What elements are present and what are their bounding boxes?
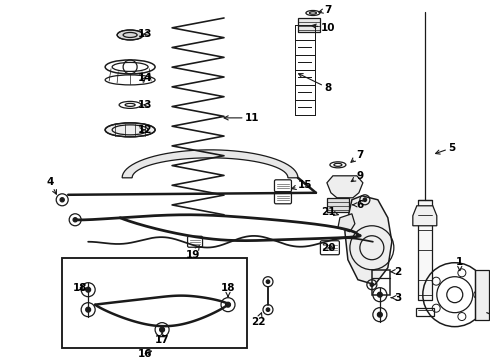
Text: 6: 6 <box>353 200 364 210</box>
Circle shape <box>370 283 373 287</box>
Bar <box>298 18 320 32</box>
Text: 16: 16 <box>138 348 152 359</box>
Text: 13: 13 <box>138 29 152 39</box>
Bar <box>327 198 349 212</box>
Text: 10: 10 <box>312 23 335 33</box>
Circle shape <box>86 307 91 312</box>
Circle shape <box>73 218 77 222</box>
Circle shape <box>160 327 165 332</box>
Polygon shape <box>413 206 437 226</box>
Bar <box>372 270 390 295</box>
Text: 15: 15 <box>292 180 312 190</box>
Bar <box>475 270 489 320</box>
Text: 2: 2 <box>391 267 401 277</box>
Polygon shape <box>122 150 298 178</box>
Ellipse shape <box>105 123 155 137</box>
Text: 22: 22 <box>251 313 265 327</box>
Text: 7: 7 <box>351 150 364 162</box>
Circle shape <box>60 198 64 202</box>
Text: 8: 8 <box>298 74 332 93</box>
Circle shape <box>363 198 367 202</box>
Text: 9: 9 <box>351 171 364 181</box>
Circle shape <box>86 287 91 292</box>
Circle shape <box>266 280 270 283</box>
Circle shape <box>377 292 382 297</box>
Bar <box>416 308 434 316</box>
Text: 21: 21 <box>320 207 338 217</box>
Text: 5: 5 <box>436 143 455 154</box>
Text: 19: 19 <box>186 246 200 260</box>
Text: 1: 1 <box>456 257 464 270</box>
Ellipse shape <box>117 30 143 40</box>
Polygon shape <box>327 176 363 198</box>
Text: 18: 18 <box>73 283 87 293</box>
Text: 4: 4 <box>47 177 56 194</box>
Text: 11: 11 <box>224 113 259 123</box>
Text: 13: 13 <box>138 100 152 110</box>
Polygon shape <box>345 196 392 285</box>
Text: 3: 3 <box>392 293 401 303</box>
Bar <box>418 200 432 300</box>
Text: 12: 12 <box>138 125 152 135</box>
Text: 14: 14 <box>138 73 152 83</box>
Circle shape <box>377 312 382 317</box>
Text: 17: 17 <box>155 332 170 345</box>
Text: 7: 7 <box>319 5 332 15</box>
Circle shape <box>266 308 270 311</box>
Polygon shape <box>338 214 355 232</box>
Bar <box>62 258 247 348</box>
Text: 18: 18 <box>221 283 235 296</box>
Text: 20: 20 <box>320 243 335 253</box>
Circle shape <box>225 302 230 307</box>
